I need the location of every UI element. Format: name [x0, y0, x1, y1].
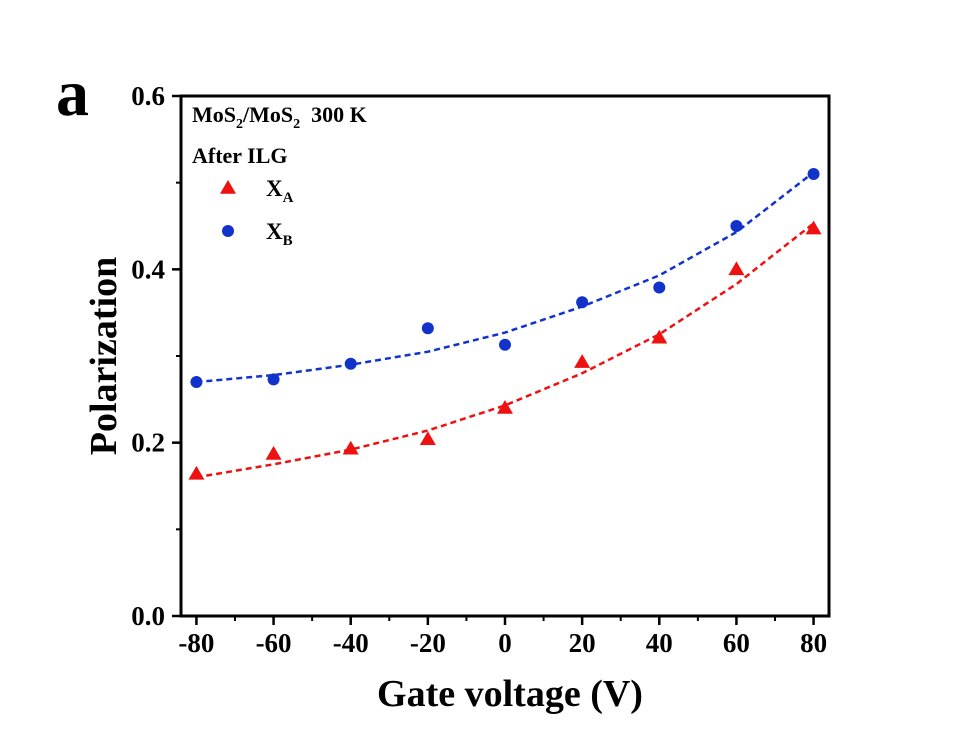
data-point-a [265, 445, 282, 460]
data-point-a [419, 431, 436, 445]
legend-label-b: XB [266, 219, 293, 249]
y-axis: 0.0 0.2 0.4 0.6 [131, 81, 181, 631]
legend-marker-b [222, 225, 234, 237]
data-point-b [267, 373, 280, 386]
annotation-sample: MoS2/MoS2 300 K [192, 102, 367, 132]
data-point-b [421, 322, 434, 335]
x-axis: -80 -60 -40 -20 0 20 40 60 80 [178, 616, 827, 658]
data-point-b [190, 376, 203, 388]
y-tick-label: 0.2 [131, 428, 165, 458]
x-tick-label: -20 [410, 628, 446, 658]
data-points [188, 168, 822, 480]
y-axis-label: Polarization [83, 257, 125, 455]
data-point-b [807, 168, 820, 180]
x-tick-label: 0 [498, 628, 512, 658]
x-axis-label: Gate voltage (V) [377, 673, 643, 715]
annotation-condition: After ILG [192, 143, 288, 168]
x-tick-label: -80 [178, 628, 214, 658]
data-point-a [651, 329, 668, 344]
data-point-b [576, 296, 589, 309]
legend-marker-a [220, 180, 236, 194]
plot-frame [179, 94, 831, 618]
fit-curve-b [196, 171, 815, 384]
data-point-b [653, 281, 666, 294]
data-point-a [805, 220, 822, 235]
data-point-a [188, 465, 205, 480]
data-point-a [342, 440, 359, 455]
data-point-b [344, 357, 357, 370]
x-tick-label: 80 [800, 628, 827, 658]
x-tick-label: -60 [256, 628, 292, 658]
legend: XA XB [220, 176, 294, 249]
panel-label: a [56, 57, 89, 130]
x-tick-label: 20 [569, 628, 596, 658]
y-tick-label: 0.6 [131, 81, 165, 111]
x-tick-label: -40 [333, 628, 369, 658]
x-tick-label: 60 [723, 628, 750, 658]
data-point-a [497, 400, 513, 414]
fit-curves [196, 171, 815, 479]
data-point-b [499, 338, 511, 351]
y-tick-label: 0.4 [131, 254, 165, 284]
data-point-a [728, 261, 745, 276]
x-tick-label: 40 [646, 628, 673, 658]
data-point-a [574, 354, 591, 368]
legend-label-a: XA [266, 176, 294, 206]
data-point-b [730, 220, 743, 232]
y-tick-label: 0.0 [131, 601, 165, 631]
fit-curve-a [196, 222, 815, 479]
